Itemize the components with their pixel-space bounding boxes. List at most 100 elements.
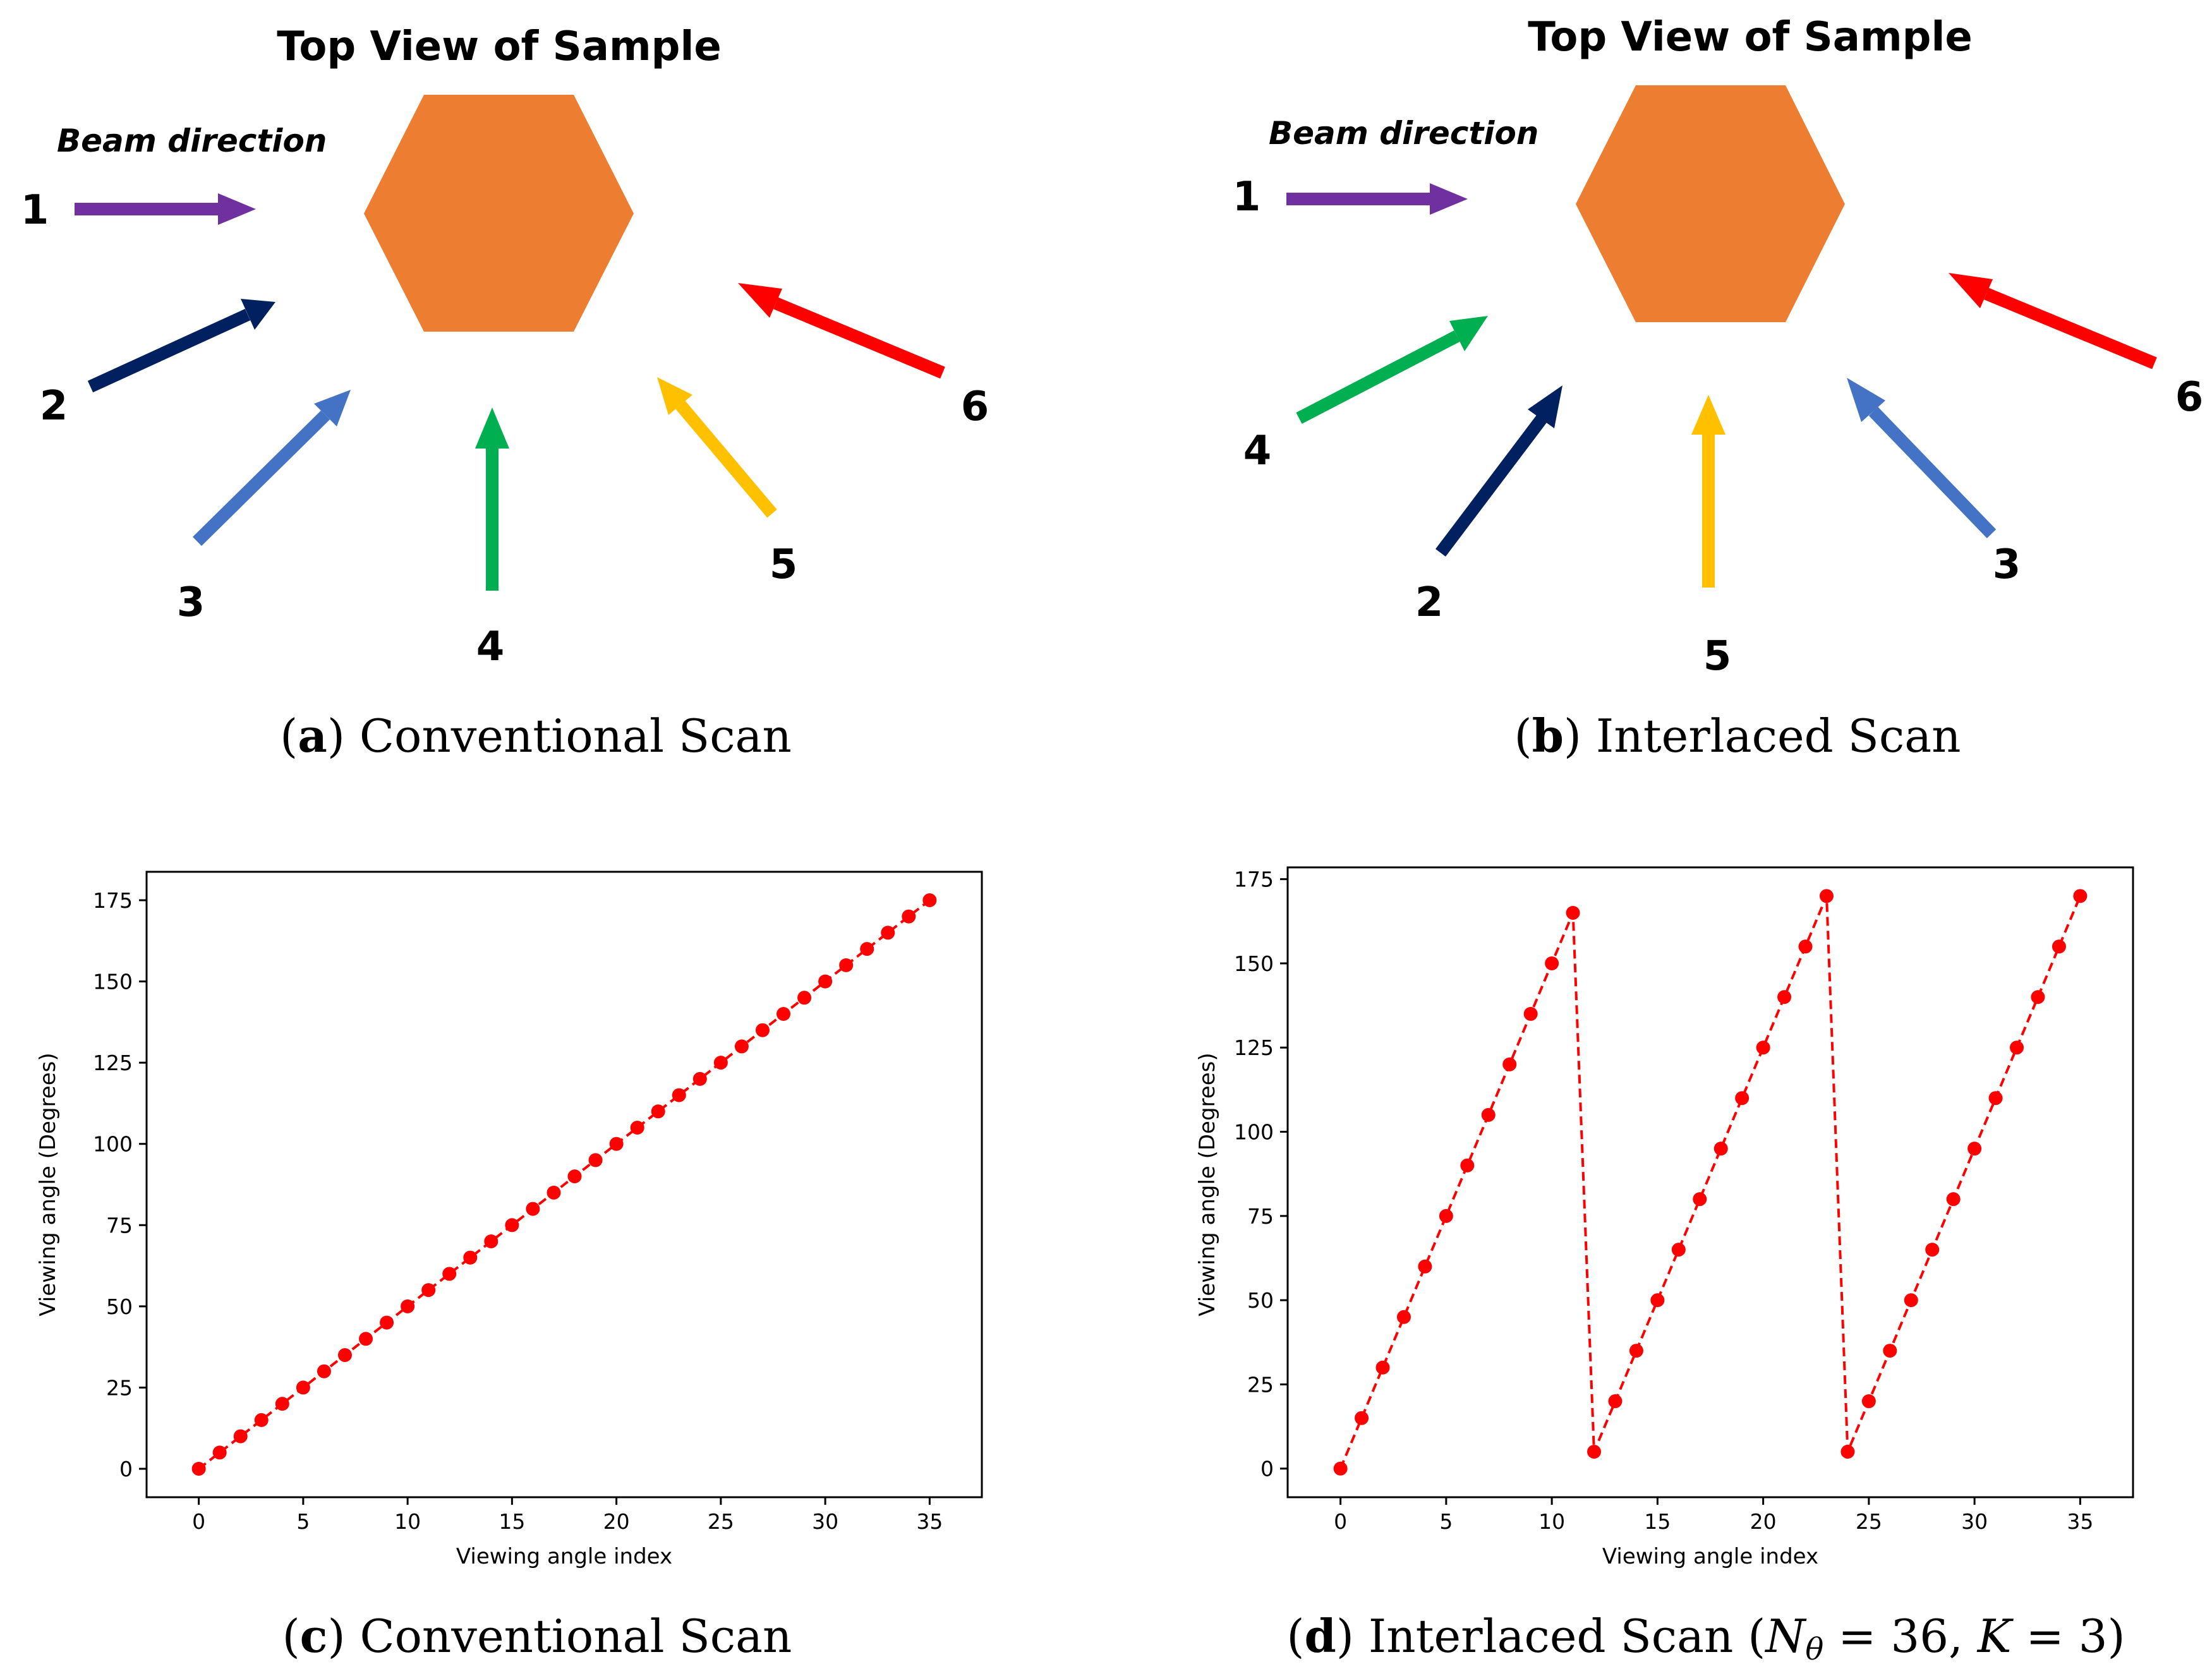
- chart-d-data-point: [1840, 1445, 1855, 1459]
- panel-a-arrow-4-label: 4: [476, 624, 505, 670]
- panel-a-arrow-2-label: 2: [40, 383, 68, 430]
- chart-d-data-point: [1925, 1243, 1940, 1257]
- chart-c-data-point: [484, 1234, 499, 1248]
- chart-c-xtick-label: 10: [394, 1509, 421, 1534]
- chart-d-data-point: [1798, 939, 1813, 954]
- panel-a-arrow-4: 4: [475, 407, 509, 670]
- chart-c-data-point: [902, 909, 916, 924]
- chart-c-data-point: [380, 1315, 394, 1330]
- chart-c-data-point: [609, 1136, 624, 1151]
- panel-a-arrow-1: 1: [21, 187, 256, 234]
- chart-d-xtick-label: 5: [1439, 1509, 1453, 1534]
- panel-a-title: Top View of Sample: [277, 23, 722, 70]
- chart-c-xtick-label: 30: [812, 1509, 838, 1534]
- chart-d-ticks: 0 5 10 15 20 25 30 35 0 25 50 75 100 125 150 175: [1234, 867, 2093, 1534]
- chart-d-ytick-label: 100: [1234, 1120, 1274, 1145]
- panel-b-arrow-4-label: 4: [1243, 428, 1272, 474]
- panel-b-arrow-1-label: 1: [1233, 174, 1261, 220]
- chart-d-data-point: [1333, 1461, 1348, 1476]
- chart-d-xlabel: Viewing angle index: [1602, 1544, 1818, 1569]
- chart-c-data-point: [734, 1039, 749, 1054]
- chart-d-ytick-label: 150: [1234, 951, 1274, 976]
- chart-c-data-point: [317, 1364, 331, 1378]
- chart-c-data-point: [588, 1153, 603, 1167]
- chart-d-data-point: [1396, 1310, 1411, 1324]
- panel-a-arrow-6: 6: [738, 283, 989, 430]
- panel-b-caption: (b) Interlaced Scan: [1514, 709, 1961, 763]
- chart-d-data-point: [1650, 1293, 1665, 1308]
- panel-b-arrow-6-label: 6: [2175, 374, 2204, 421]
- chart-d-data-point: [1587, 1445, 1602, 1459]
- chart-c-xtick-label: 0: [192, 1509, 205, 1534]
- panel-a-arrow-2: 2: [40, 299, 275, 430]
- chart-d-xtick-label: 15: [1644, 1509, 1671, 1534]
- chart-c-data-point: [463, 1250, 478, 1265]
- chart-d-data-point: [1502, 1057, 1517, 1071]
- panel-a-arrow-3: 3: [177, 390, 351, 626]
- chart-d-data-point: [1693, 1192, 1707, 1207]
- chart-d-data-point: [1566, 905, 1580, 920]
- chart-d-data-point: [1460, 1158, 1475, 1173]
- panel-b-arrow-2: 2: [1415, 385, 1562, 626]
- chart-c-data-point: [860, 942, 874, 956]
- chart-d-xtick-label: 20: [1750, 1509, 1777, 1534]
- chart-d-xtick-label: 35: [2067, 1509, 2093, 1534]
- chart-d-series-line: [1339, 895, 2082, 1469]
- chart-d-ytick-label: 0: [1260, 1457, 1274, 1481]
- chart-c-data-point: [797, 991, 812, 1005]
- chart-d-data-point: [1777, 990, 1792, 1004]
- chart-c-ytick-label: 175: [93, 888, 133, 913]
- chart-c-data-point: [191, 1462, 206, 1476]
- chart-d-data-point: [2031, 990, 2045, 1004]
- panel-a-arrow-1-label: 1: [21, 187, 49, 234]
- panel-b-arrow-4: 4: [1243, 316, 1488, 474]
- panel-a-beam-label: Beam direction: [57, 123, 327, 159]
- chart-c-data-point: [505, 1218, 519, 1233]
- chart-d-data-point: [2052, 939, 2066, 954]
- panel-b-arrow-2-label: 2: [1415, 579, 1444, 626]
- chart-c-data-point: [254, 1413, 269, 1427]
- chart-c-xtick-label: 35: [916, 1509, 943, 1534]
- panel-a: Top View of Sample Beam direction 1 2 3 …: [21, 23, 989, 763]
- chart-c-data-point: [692, 1071, 707, 1086]
- chart-c: 0 5 10 15 20 25 30 35 0 25 50 75 100 125 150 175 Viewin…: [35, 871, 983, 1569]
- chart-c-data-point: [672, 1088, 686, 1102]
- chart-d-xtick-label: 10: [1538, 1509, 1565, 1534]
- chart-c-data-point: [713, 1056, 728, 1070]
- chart-d-data-point: [1756, 1040, 1770, 1055]
- panel-a-arrow-5: 5: [657, 377, 797, 588]
- panel-a-arrow-5-label: 5: [770, 541, 798, 588]
- chart-d-ytick-label: 25: [1247, 1372, 1274, 1397]
- chart-d-xtick-label: 25: [1856, 1509, 1882, 1534]
- chart-d-data-point: [1523, 1006, 1538, 1021]
- chart-c-xtick-label: 15: [499, 1509, 525, 1534]
- chart-d-data-point: [1861, 1394, 1876, 1409]
- chart-d-ylabel: Viewing angle (Degrees): [1195, 1052, 1220, 1316]
- chart-c-data-point: [818, 974, 833, 989]
- chart-d-ytick-label: 125: [1234, 1035, 1274, 1060]
- chart-c-frame: [145, 871, 983, 1498]
- chart-c-xtick-label: 5: [296, 1509, 310, 1534]
- chart-d-data-point: [1629, 1344, 1643, 1358]
- panel-b-arrow-3: 3: [1847, 378, 2021, 588]
- panel-b-arrow-5-label: 5: [1703, 633, 1732, 680]
- chart-d-data-point: [1713, 1142, 1728, 1156]
- chart-c-data-point: [296, 1380, 310, 1395]
- chart-c-ytick-label: 50: [106, 1294, 133, 1319]
- chart-c-series: [191, 893, 937, 1476]
- chart-c-data-point: [567, 1169, 582, 1184]
- chart-c-ylabel: Viewing angle (Degrees): [35, 1052, 61, 1316]
- chart-d-data-point: [1481, 1107, 1496, 1122]
- chart-c-ytick-label: 0: [119, 1457, 133, 1481]
- chart-c-data-point: [630, 1121, 644, 1135]
- chart-c-data-point: [275, 1397, 289, 1411]
- chart-d-data-point: [1819, 889, 1834, 903]
- chart-c-xtick-label: 25: [708, 1509, 734, 1534]
- chart-c-data-point: [651, 1104, 665, 1119]
- chart-c-data-point: [755, 1023, 770, 1037]
- chart-d-data-point: [1608, 1394, 1623, 1409]
- panel-b-arrow-3-label: 3: [1993, 541, 2021, 588]
- chart-d-data-point: [1671, 1243, 1686, 1257]
- chart-c-xtick-label: 20: [603, 1509, 630, 1534]
